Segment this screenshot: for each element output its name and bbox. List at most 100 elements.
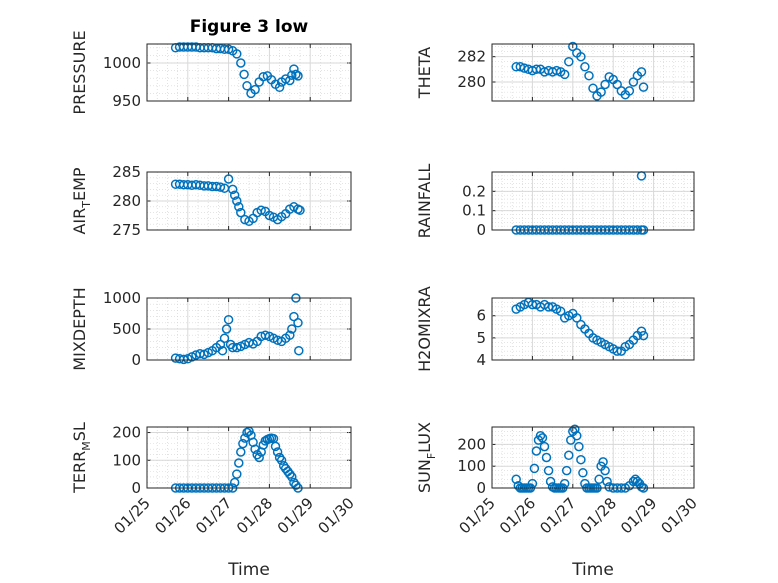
y-axis-label: TERRMSL [70,422,93,494]
data-point [584,70,594,81]
data-point [221,324,232,334]
data-point [287,472,297,482]
data-point [564,450,574,461]
y-axis-label-main: H2OMIXRA [415,286,434,372]
data-point [612,79,622,90]
axes-box [491,297,695,361]
data-point [295,205,305,216]
y-tick-label: 275 [112,221,141,239]
data-point [551,65,562,76]
x-tick-label: 01/27 [536,494,579,537]
y-tick-label: 282 [457,48,486,66]
data-point [215,182,226,192]
x-axis-label: Time [571,560,614,580]
y-tick-label: 4 [476,351,486,369]
y-axis-label-rest: SL [70,422,89,441]
panel-sun_flux: 0 100 200 SUNFLUX 01/2501/2601/2701/2801/290… [415,422,701,580]
data-point [570,424,580,434]
x-tick-label: 01/26 [151,494,194,537]
axes-box [491,171,695,231]
data-point [535,430,546,441]
x-tick-label: 01/25 [111,494,154,537]
data-point [293,318,303,328]
y-tick-label: 0 [131,351,141,369]
data-point [636,67,647,77]
data-point [223,174,234,184]
y-axis-label-sub: F [425,453,438,459]
y-tick-label: 6 [476,307,486,325]
data-point [572,430,582,441]
data-point [285,75,295,86]
data-point [234,202,244,212]
data-point [564,56,574,67]
y-axis-label: SUNFLUX [415,422,438,493]
data-point [258,71,269,82]
data-point [223,314,234,325]
y-axis-label-sub: M [80,441,93,451]
y-axis-label-sub: T [80,201,93,209]
panel-h2omixra: 4 5 6 H2OMIXRA [415,286,695,372]
y-axis-label: PRESSURE [70,30,89,114]
data-point [232,469,242,479]
data-point [276,455,287,466]
y-tick-label: 0 [476,479,486,497]
panel-pressure: 950 1000 PRESSURE Figure 3 low [70,17,352,115]
y-tick-label: 5 [476,329,486,347]
x-tick-label: 01/28 [233,494,276,537]
panel-terr_msl: 0 100 200 TERRMSL 01/2501/2601/2701/2801/290… [70,422,358,580]
panel-theta: 280 282 THETA [415,41,695,102]
data-point [628,476,639,487]
x-tick-label: 01/26 [496,494,539,537]
y-tick-label: 100 [112,451,141,469]
data-point [238,438,248,449]
data-point [636,326,647,336]
data-point [519,63,530,73]
data-point [232,196,242,206]
data-point [250,84,260,95]
y-tick-label: 100 [457,457,486,475]
data-point [572,313,582,323]
y-tick-label: 280 [457,73,486,91]
data-point [236,447,246,457]
data-point [559,69,570,80]
data-point [232,49,242,59]
data-point [578,468,588,478]
x-axis-label: Time [227,560,270,580]
data-point [285,330,295,340]
data-point [242,81,252,91]
y-axis-label-main: PRESSURE [70,30,89,114]
data-point [531,446,542,456]
y-axis-label: RAINFALL [415,164,434,239]
data-point [236,58,246,68]
y-tick-label: 0.1 [462,202,486,220]
data-point [232,342,242,353]
axes-box [146,43,352,102]
y-axis-label: MIXDEPTH [70,287,89,370]
data-point [566,435,576,445]
data-point [219,333,230,344]
data-point [234,458,244,468]
data-point [217,345,228,356]
x-tick-label: 01/29 [617,494,660,537]
data-point [227,184,238,195]
data-point [291,480,301,490]
y-tick-label: 200 [112,424,141,442]
y-tick-label: 0 [131,479,141,497]
axes-box [491,426,695,489]
axes-box [146,171,352,231]
y-tick-label: 285 [112,163,141,181]
data-point [270,441,281,452]
y-tick-label: 0 [476,221,486,239]
panel-air_temp: 275 280 285 AIRTEMP [70,163,352,239]
axes-box [491,43,695,102]
plot-area [492,172,694,230]
x-tick-label: 01/30 [658,494,701,537]
data-point [576,454,586,465]
y-axis-label-main: TERR [70,451,89,494]
data-point [576,51,586,62]
y-axis-label-main: SUN [415,459,434,493]
x-tick-label: 01/25 [456,494,499,537]
data-point [274,82,285,93]
data-point [178,354,189,365]
x-tick-label: 01/28 [577,494,620,537]
